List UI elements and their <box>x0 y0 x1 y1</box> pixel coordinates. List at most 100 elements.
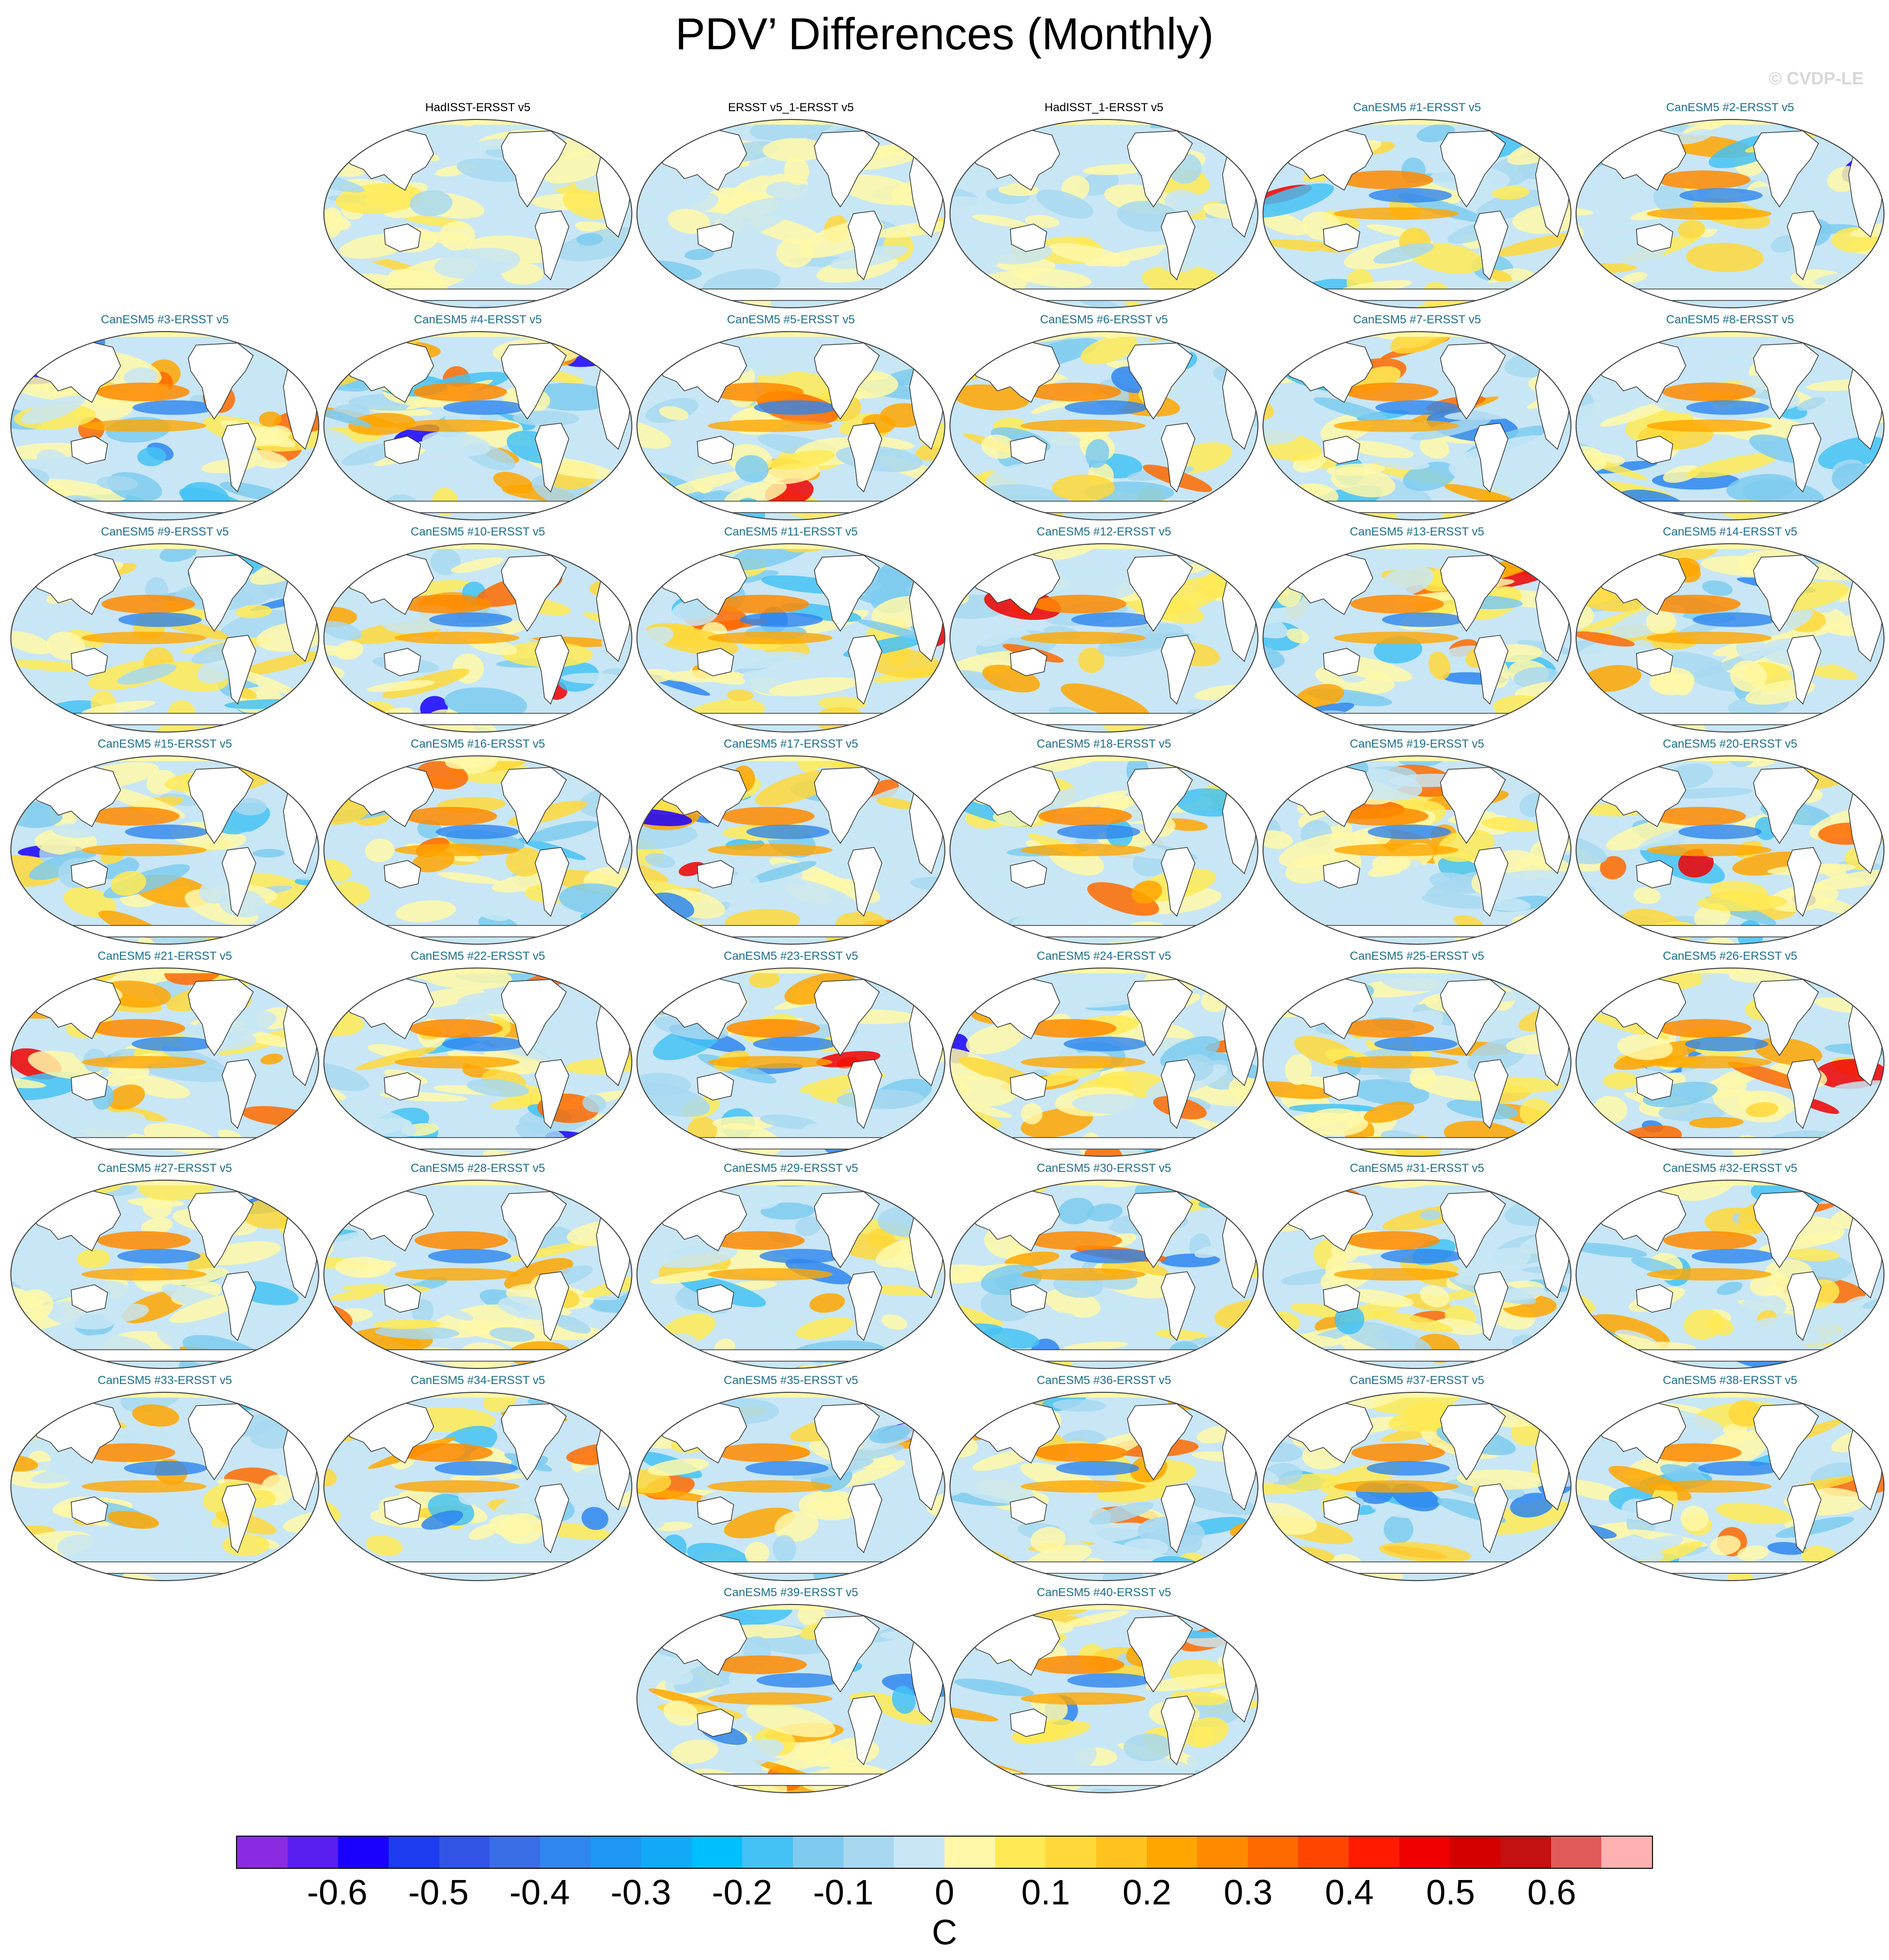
map-panel: CanESM5 #39-ERSST v5 <box>635 1585 947 1795</box>
panel-title: CanESM5 #23-ERSST v5 <box>724 950 858 963</box>
colorbar-swatch <box>490 1837 540 1868</box>
colorbar-swatch <box>742 1837 793 1868</box>
panel-title: CanESM5 #26-ERSST v5 <box>1663 950 1797 963</box>
map-panel: CanESM5 #28-ERSST v5 <box>322 1161 634 1371</box>
colorbar-tick-label: 0.1 <box>1021 1873 1070 1912</box>
panel-title: CanESM5 #3-ERSST v5 <box>100 313 229 326</box>
sst-difference-map <box>1262 543 1572 733</box>
colorbar-swatch <box>944 1837 995 1868</box>
map-panel: CanESM5 #35-ERSST v5 <box>635 1373 947 1583</box>
map-panel: CanESM5 #22-ERSST v5 <box>322 949 634 1159</box>
map-panel: CanESM5 #31-ERSST v5 <box>1261 1161 1573 1371</box>
panel-title: CanESM5 #5-ERSST v5 <box>727 313 855 326</box>
map-panel: CanESM5 #24-ERSST v5 <box>948 949 1260 1159</box>
map-panel: CanESM5 #9-ERSST v5 <box>9 525 321 734</box>
colorbar-swatch <box>1349 1837 1399 1868</box>
map-panel: CanESM5 #18-ERSST v5 <box>948 737 1260 947</box>
page-title: PDV’ Differences (Monthly) <box>675 9 1214 59</box>
panel-title: CanESM5 #8-ERSST v5 <box>1666 313 1794 326</box>
colorbar-swatch <box>641 1837 692 1868</box>
sst-difference-map <box>1262 1179 1572 1369</box>
sst-difference-map <box>10 755 319 945</box>
sst-difference-map <box>949 755 1259 945</box>
map-panel: CanESM5 #33-ERSST v5 <box>9 1373 321 1583</box>
sst-difference-map <box>10 1391 319 1582</box>
sst-difference-map <box>1575 119 1885 309</box>
map-panel: CanESM5 #30-ERSST v5 <box>948 1161 1260 1371</box>
map-panel: CanESM5 #3-ERSST v5 <box>9 313 321 522</box>
map-panel: CanESM5 #15-ERSST v5 <box>9 737 321 947</box>
sst-difference-map <box>949 331 1259 521</box>
panel-title: CanESM5 #25-ERSST v5 <box>1350 950 1484 963</box>
sst-difference-map <box>636 1391 945 1582</box>
sst-difference-map <box>1262 119 1572 309</box>
sst-difference-map <box>10 1179 319 1369</box>
colorbar-swatch <box>338 1837 389 1868</box>
panel-title: CanESM5 #6-ERSST v5 <box>1040 313 1168 326</box>
panel-title: CanESM5 #19-ERSST v5 <box>1350 737 1484 751</box>
sst-difference-map <box>949 1179 1259 1369</box>
colorbar-tick-label: -0.3 <box>610 1873 671 1912</box>
sst-difference-map <box>949 543 1259 733</box>
map-panel: CanESM5 #38-ERSST v5 <box>1574 1373 1886 1583</box>
sst-difference-map <box>636 967 945 1157</box>
map-panel: CanESM5 #12-ERSST v5 <box>948 525 1260 734</box>
map-panel: CanESM5 #7-ERSST v5 <box>1261 313 1573 522</box>
colorbar-tick-label: -0.6 <box>307 1873 368 1912</box>
panel-title: CanESM5 #17-ERSST v5 <box>724 737 858 751</box>
sst-difference-map <box>949 1391 1259 1582</box>
map-panel: ERSST v5_1-ERSST v5 <box>635 100 947 310</box>
colorbar-swatch <box>894 1837 944 1868</box>
panel-title: CanESM5 #37-ERSST v5 <box>1350 1374 1484 1387</box>
map-panel: CanESM5 #37-ERSST v5 <box>1261 1373 1573 1583</box>
colorbar-units: C <box>932 1913 957 1952</box>
sst-difference-map <box>1575 543 1885 733</box>
colorbar-tick-label: 0.2 <box>1122 1873 1172 1912</box>
colorbar-tick-label: 0.4 <box>1325 1873 1374 1912</box>
colorbar-tick-label: 0 <box>934 1873 955 1912</box>
panel-title: CanESM5 #40-ERSST v5 <box>1037 1586 1171 1599</box>
colorbar-swatch <box>1247 1837 1299 1868</box>
sst-difference-map <box>1262 967 1572 1157</box>
colorbar-swatch <box>1500 1837 1551 1868</box>
sst-difference-map <box>949 1604 1259 1794</box>
sst-difference-map <box>636 1179 945 1369</box>
panel-title: CanESM5 #18-ERSST v5 <box>1037 737 1171 751</box>
panel-title: CanESM5 #27-ERSST v5 <box>98 1162 232 1175</box>
map-panel: CanESM5 #11-ERSST v5 <box>635 525 947 734</box>
map-panel: CanESM5 #36-ERSST v5 <box>948 1373 1260 1583</box>
colorbar-swatch <box>1450 1837 1501 1868</box>
map-panel: CanESM5 #17-ERSST v5 <box>635 737 947 947</box>
panel-title: CanESM5 #29-ERSST v5 <box>724 1162 858 1175</box>
panel-title: CanESM5 #21-ERSST v5 <box>98 950 232 963</box>
map-panel: CanESM5 #19-ERSST v5 <box>1261 737 1573 947</box>
sst-difference-map <box>10 543 319 733</box>
map-panel: HadISST_1-ERSST v5 <box>948 100 1260 310</box>
sst-difference-map <box>1575 755 1885 945</box>
map-panel: CanESM5 #1-ERSST v5 <box>1261 100 1573 310</box>
map-panel: CanESM5 #29-ERSST v5 <box>635 1161 947 1371</box>
map-panel: CanESM5 #27-ERSST v5 <box>9 1161 321 1371</box>
panel-title: CanESM5 #32-ERSST v5 <box>1663 1162 1797 1175</box>
panel-title: CanESM5 #24-ERSST v5 <box>1037 950 1171 963</box>
colorbar-tick-label: 0.6 <box>1527 1873 1576 1912</box>
panel-title: CanESM5 #36-ERSST v5 <box>1037 1374 1171 1387</box>
sst-difference-map <box>636 755 945 945</box>
map-panel: CanESM5 #8-ERSST v5 <box>1574 313 1886 522</box>
sst-difference-map <box>323 967 632 1157</box>
colorbar-swatch <box>439 1837 490 1868</box>
map-panel: CanESM5 #32-ERSST v5 <box>1574 1161 1886 1371</box>
sst-difference-map <box>636 543 945 733</box>
map-panel: CanESM5 #10-ERSST v5 <box>322 525 634 734</box>
panel-title: CanESM5 #1-ERSST v5 <box>1353 101 1481 114</box>
panel-title: CanESM5 #20-ERSST v5 <box>1663 737 1797 751</box>
map-panel: CanESM5 #25-ERSST v5 <box>1261 949 1573 1159</box>
panel-title: CanESM5 #2-ERSST v5 <box>1666 101 1794 114</box>
panel-title: CanESM5 #7-ERSST v5 <box>1353 313 1481 326</box>
sst-difference-map <box>323 543 632 733</box>
sst-difference-map <box>1575 967 1885 1157</box>
panel-title: CanESM5 #9-ERSST v5 <box>100 525 229 538</box>
sst-difference-map <box>636 1604 945 1794</box>
map-panel: CanESM5 #21-ERSST v5 <box>9 949 321 1159</box>
map-panel: CanESM5 #23-ERSST v5 <box>635 949 947 1159</box>
